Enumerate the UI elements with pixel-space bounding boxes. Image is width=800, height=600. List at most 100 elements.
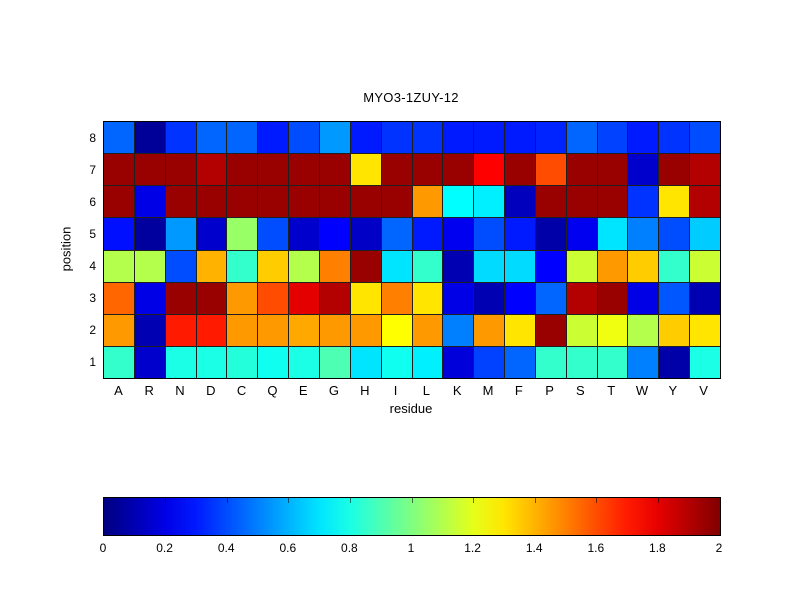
colorbar-tick-label: 0.8	[341, 541, 358, 555]
colorbar	[103, 497, 721, 536]
y-tick-label: 3	[89, 291, 96, 305]
heatmap-cell	[535, 250, 566, 282]
heatmap-cell	[690, 122, 720, 154]
heatmap-cell	[165, 250, 196, 282]
heatmap-cell	[597, 186, 628, 218]
heatmap-cell	[659, 346, 690, 378]
heatmap-cell	[412, 154, 443, 186]
heatmap-cell	[659, 186, 690, 218]
heatmap-cell	[474, 282, 505, 314]
colorbar-tick-mark	[226, 498, 228, 503]
heatmap-cell	[535, 154, 566, 186]
colorbar-tick-label: 0	[99, 541, 107, 555]
heatmap-cell	[381, 218, 412, 250]
heatmap-cell	[443, 346, 474, 378]
x-tick-label: F	[514, 383, 523, 398]
colorbar-tick-mark	[411, 498, 413, 503]
chart-title: MYO3-1ZUY-12	[363, 90, 459, 105]
heatmap-cell	[196, 314, 227, 346]
colorbar-tick-mark	[473, 498, 475, 503]
heatmap-cell	[165, 218, 196, 250]
heatmap-cell	[134, 154, 165, 186]
heatmap-cell	[381, 346, 412, 378]
heatmap-cell	[474, 314, 505, 346]
heatmap-cell	[196, 282, 227, 314]
heatmap-cell	[227, 314, 258, 346]
heatmap-cell	[381, 282, 412, 314]
heatmap-cell	[289, 346, 319, 378]
colorbar-tick-label: 1.6	[587, 541, 605, 555]
heatmap-cell	[196, 218, 227, 250]
heatmap-cell	[412, 250, 443, 282]
heatmap-cell	[381, 122, 412, 154]
x-tick-label: V	[699, 383, 708, 398]
heatmap-cell	[597, 346, 628, 378]
heatmap-cell	[381, 314, 412, 346]
colorbar-tick-label: 1	[407, 541, 415, 555]
heatmap-cell	[165, 346, 196, 378]
heatmap-cell	[505, 346, 535, 378]
heatmap-cell	[258, 250, 289, 282]
heatmap-cell	[412, 218, 443, 250]
heatmap-cell	[319, 218, 350, 250]
colorbar-tick-mark	[165, 498, 167, 503]
heatmap-cell	[505, 250, 535, 282]
x-tick-label: K	[452, 383, 462, 398]
heatmap-cell	[289, 282, 319, 314]
heatmap-cell	[659, 218, 690, 250]
heatmap-cell	[289, 122, 319, 154]
heatmap-cell	[505, 122, 535, 154]
heatmap-cell	[350, 346, 381, 378]
heatmap-cell	[165, 154, 196, 186]
heatmap-cell	[350, 122, 381, 154]
heatmap-cell	[104, 154, 134, 186]
x-tick-label: M	[482, 383, 494, 398]
y-tick-label: 7	[89, 163, 96, 177]
heatmap-cell	[350, 314, 381, 346]
x-tick-label: S	[576, 383, 585, 398]
x-tick-label: L	[422, 383, 430, 398]
heatmap-cell	[535, 346, 566, 378]
heatmap-cell	[690, 154, 720, 186]
colorbar-tick-label: 0.2	[156, 541, 173, 555]
heatmap-cell	[227, 250, 258, 282]
heatmap-cell	[505, 314, 535, 346]
heatmap-cell	[628, 122, 659, 154]
heatmap-cell	[474, 346, 505, 378]
heatmap-cell	[134, 314, 165, 346]
y-tick-label: 5	[89, 227, 96, 241]
heatmap-cell	[412, 346, 443, 378]
heatmap-cell	[319, 346, 350, 378]
heatmap-cell	[690, 218, 720, 250]
heatmap-cell	[289, 250, 319, 282]
x-tick-label: H	[360, 383, 370, 398]
heatmap-cell	[566, 314, 597, 346]
heatmap-cell	[258, 314, 289, 346]
heatmap-cell	[474, 122, 505, 154]
heatmap-cell	[165, 122, 196, 154]
heatmap-cell	[258, 186, 289, 218]
x-tick-label: A	[114, 383, 123, 398]
heatmap-cell	[289, 218, 319, 250]
heatmap-cell	[196, 122, 227, 154]
heatmap-cell	[690, 250, 720, 282]
colorbar-tick-label: 0.6	[279, 541, 297, 555]
heatmap-cell	[350, 218, 381, 250]
heatmap-cell	[443, 154, 474, 186]
heatmap-cell	[227, 154, 258, 186]
heatmap-cell	[505, 186, 535, 218]
heatmap-cell	[227, 186, 258, 218]
x-tick-label: P	[545, 383, 554, 398]
heatmap-cell	[350, 186, 381, 218]
heatmap-cell	[134, 218, 165, 250]
heatmap-cell	[505, 154, 535, 186]
heatmap-cell	[566, 154, 597, 186]
x-tick-label: D	[206, 383, 216, 398]
colorbar-tick-mark	[596, 498, 598, 503]
heatmap-cell	[566, 122, 597, 154]
heatmap-cell	[258, 346, 289, 378]
heatmap-cell	[196, 346, 227, 378]
colorbar-tick-mark	[534, 498, 536, 503]
colorbar-tick-label: 0.4	[217, 541, 235, 555]
